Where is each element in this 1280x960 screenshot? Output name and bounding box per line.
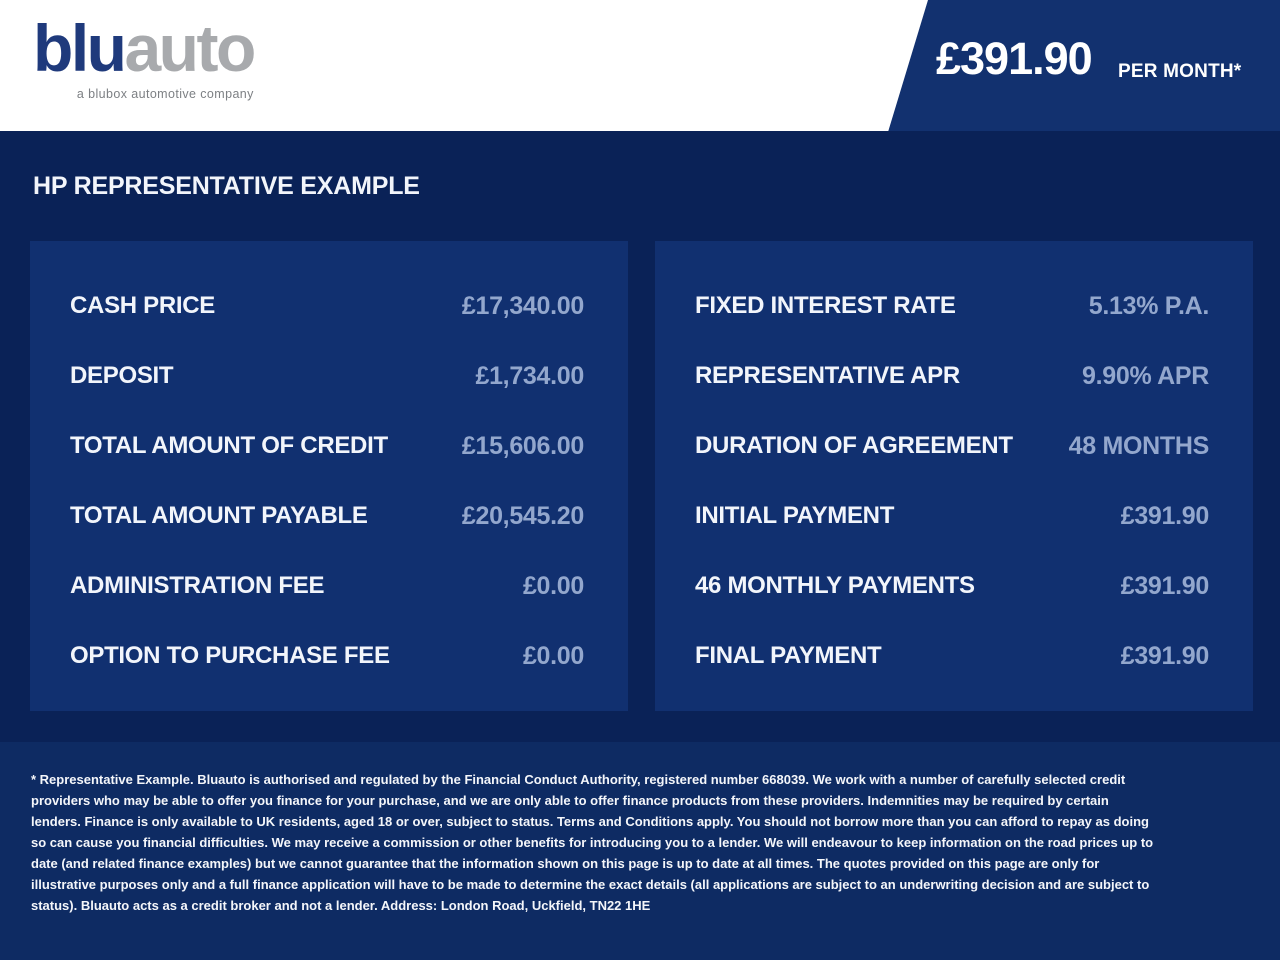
main-content: HP REPRESENTATIVE EXAMPLE CASH PRICE £17… (0, 131, 1280, 742)
table-row: DEPOSIT £1,734.00 (70, 341, 584, 411)
table-row: 46 MONTHLY PAYMENTS £391.90 (695, 551, 1209, 621)
table-row: ADMINISTRATION FEE £0.00 (70, 551, 584, 621)
finance-panels: CASH PRICE £17,340.00 DEPOSIT £1,734.00 … (30, 241, 1253, 711)
row-value: 48 MONTHS (1068, 431, 1210, 460)
row-value: £17,340.00 (461, 291, 584, 320)
logo-word-blu: blu (33, 11, 127, 85)
row-value: £0.00 (522, 641, 584, 670)
table-row: INITIAL PAYMENT £391.90 (695, 481, 1209, 551)
table-row: TOTAL AMOUNT PAYABLE £20,545.20 (70, 481, 584, 551)
row-label: ADMINISTRATION FEE (70, 572, 325, 599)
logo-word-auto: auto (124, 11, 256, 85)
monthly-price: £391.90 (936, 33, 1093, 84)
row-value: £15,606.00 (461, 431, 584, 460)
row-label: REPRESENTATIVE APR (695, 362, 960, 389)
row-label: DURATION OF AGREEMENT (695, 432, 1013, 459)
logo-tagline: a blubox automotive company (76, 86, 254, 101)
row-label: OPTION TO PURCHASE FEE (70, 642, 390, 669)
disclaimer-text: * Representative Example. Bluauto is aut… (31, 772, 1154, 913)
table-row: DURATION OF AGREEMENT 48 MONTHS (695, 411, 1209, 481)
table-row: FIXED INTEREST RATE 5.13% P.A. (695, 271, 1209, 341)
table-row: FINAL PAYMENT £391.90 (695, 621, 1209, 691)
row-value: £391.90 (1120, 571, 1210, 600)
table-row: OPTION TO PURCHASE FEE £0.00 (70, 621, 584, 691)
logo-wordmark: bluauto (33, 11, 256, 86)
row-value: £0.00 (522, 571, 584, 600)
right-finance-panel: FIXED INTEREST RATE 5.13% P.A. REPRESENT… (655, 241, 1253, 711)
row-value: £1,734.00 (475, 361, 584, 390)
row-label: INITIAL PAYMENT (695, 502, 895, 529)
row-label: DEPOSIT (70, 362, 174, 389)
monthly-price-suffix: PER MONTH* (1118, 61, 1242, 82)
row-label: TOTAL AMOUNT PAYABLE (70, 502, 368, 529)
row-value: 5.13% P.A. (1088, 291, 1210, 320)
row-label: TOTAL AMOUNT OF CREDIT (70, 432, 388, 459)
row-label: FINAL PAYMENT (695, 642, 882, 669)
row-label: CASH PRICE (70, 292, 216, 319)
page-title: HP REPRESENTATIVE EXAMPLE (33, 172, 420, 200)
row-label: 46 MONTHLY PAYMENTS (695, 572, 975, 599)
table-row: REPRESENTATIVE APR 9.90% APR (695, 341, 1209, 411)
price-flag-banner: £391.90 PER MONTH* (888, 0, 1280, 131)
bluauto-logo: bluauto a blubox automotive company (33, 11, 256, 101)
left-finance-panel: CASH PRICE £17,340.00 DEPOSIT £1,734.00 … (30, 241, 628, 711)
row-value: £391.90 (1120, 641, 1210, 670)
table-row: TOTAL AMOUNT OF CREDIT £15,606.00 (70, 411, 584, 481)
row-label: FIXED INTEREST RATE (695, 292, 956, 319)
table-row: CASH PRICE £17,340.00 (70, 271, 584, 341)
row-value: £391.90 (1120, 501, 1210, 530)
row-value: 9.90% APR (1082, 361, 1209, 390)
row-value: £20,545.20 (461, 501, 584, 530)
disclaimer-footer: * Representative Example. Bluauto is aut… (0, 742, 1280, 960)
page-header: £391.90 PER MONTH* bluauto a blubox auto… (0, 0, 1280, 131)
